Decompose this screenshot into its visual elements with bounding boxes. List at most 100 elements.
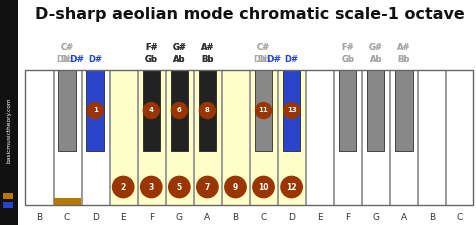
Text: A#: A# bbox=[396, 43, 410, 52]
Bar bbox=[306, 70, 333, 205]
Text: G#: G# bbox=[368, 43, 382, 52]
Bar bbox=[446, 70, 473, 205]
Bar bbox=[142, 70, 159, 151]
Text: 13: 13 bbox=[286, 108, 296, 113]
Bar bbox=[166, 70, 192, 205]
Text: D: D bbox=[288, 213, 295, 222]
Bar bbox=[86, 70, 104, 151]
Text: Ab: Ab bbox=[173, 54, 185, 63]
Text: G#: G# bbox=[368, 43, 382, 52]
Text: Gb: Gb bbox=[340, 54, 353, 63]
Bar bbox=[170, 70, 188, 151]
Text: Bb: Bb bbox=[201, 54, 213, 63]
Text: A: A bbox=[204, 213, 210, 222]
Bar bbox=[3, 193, 13, 199]
Circle shape bbox=[199, 103, 215, 119]
Bar bbox=[367, 70, 384, 151]
Text: 8: 8 bbox=[205, 108, 209, 113]
Bar bbox=[193, 70, 220, 205]
Text: D#: D# bbox=[284, 54, 298, 63]
Bar bbox=[221, 70, 248, 205]
Text: E: E bbox=[120, 213, 126, 222]
Text: G#: G# bbox=[172, 43, 186, 52]
Bar bbox=[198, 70, 216, 151]
Text: Db: Db bbox=[56, 54, 69, 63]
Text: Gb: Gb bbox=[340, 54, 353, 63]
Text: D: D bbox=[91, 213, 99, 222]
Circle shape bbox=[171, 103, 187, 119]
Text: 11: 11 bbox=[258, 108, 268, 113]
Bar bbox=[3, 202, 13, 208]
Text: C: C bbox=[64, 213, 70, 222]
Circle shape bbox=[283, 103, 299, 119]
Text: Db: Db bbox=[257, 54, 269, 63]
Bar bbox=[25, 70, 52, 205]
Text: B: B bbox=[36, 213, 42, 222]
Bar bbox=[81, 70, 109, 205]
Circle shape bbox=[280, 176, 302, 198]
Text: B: B bbox=[428, 213, 434, 222]
Bar bbox=[394, 70, 412, 151]
Text: 9: 9 bbox=[232, 182, 238, 191]
Text: Ab: Ab bbox=[173, 54, 185, 63]
Circle shape bbox=[112, 176, 134, 198]
Bar bbox=[254, 70, 272, 151]
Text: 2: 2 bbox=[120, 182, 126, 191]
Circle shape bbox=[224, 176, 246, 198]
Text: Bb: Bb bbox=[397, 54, 409, 63]
Text: D-sharp aeolian mode chromatic scale-1 octave: D-sharp aeolian mode chromatic scale-1 o… bbox=[35, 7, 464, 22]
Text: 12: 12 bbox=[286, 182, 296, 191]
Text: basicmusictheory.com: basicmusictheory.com bbox=[7, 97, 11, 163]
Bar bbox=[282, 70, 300, 151]
Text: Bb: Bb bbox=[201, 54, 213, 63]
Text: 7: 7 bbox=[204, 182, 209, 191]
Bar bbox=[25, 70, 473, 205]
Bar bbox=[338, 70, 356, 151]
Bar bbox=[58, 70, 76, 151]
Text: Ab: Ab bbox=[369, 54, 381, 63]
Bar bbox=[53, 198, 80, 205]
Text: Gb: Gb bbox=[145, 54, 158, 63]
Bar bbox=[0, 0, 18, 225]
Text: D#: D# bbox=[69, 54, 84, 63]
Text: 4: 4 bbox=[149, 108, 153, 113]
Text: C#: C# bbox=[257, 43, 269, 52]
Text: F#: F# bbox=[145, 43, 157, 52]
Circle shape bbox=[255, 103, 271, 119]
Circle shape bbox=[252, 176, 274, 198]
Text: Db: Db bbox=[252, 54, 265, 63]
Text: 5: 5 bbox=[177, 182, 181, 191]
Bar bbox=[53, 70, 80, 205]
Bar bbox=[334, 70, 360, 205]
Text: A#: A# bbox=[200, 43, 214, 52]
Text: D#: D# bbox=[88, 54, 102, 63]
Text: 10: 10 bbox=[258, 182, 268, 191]
Text: F#: F# bbox=[341, 43, 353, 52]
Text: F#: F# bbox=[341, 43, 353, 52]
Text: 6: 6 bbox=[177, 108, 181, 113]
Bar bbox=[361, 70, 388, 205]
Text: F: F bbox=[345, 213, 349, 222]
Text: C: C bbox=[456, 213, 462, 222]
Text: Db: Db bbox=[60, 54, 73, 63]
Circle shape bbox=[169, 176, 189, 198]
Bar bbox=[249, 70, 277, 205]
Circle shape bbox=[140, 176, 162, 198]
Text: Ab: Ab bbox=[369, 54, 381, 63]
Text: E: E bbox=[316, 213, 322, 222]
Text: F: F bbox=[149, 213, 154, 222]
Text: C#: C# bbox=[60, 43, 73, 52]
Bar bbox=[278, 70, 305, 205]
Bar bbox=[138, 70, 165, 205]
Text: A#: A# bbox=[396, 43, 410, 52]
Text: C#: C# bbox=[60, 43, 73, 52]
Text: A: A bbox=[400, 213, 406, 222]
Text: Gb: Gb bbox=[145, 54, 158, 63]
Circle shape bbox=[143, 103, 159, 119]
Circle shape bbox=[196, 176, 218, 198]
Text: 3: 3 bbox=[149, 182, 154, 191]
Text: G: G bbox=[371, 213, 378, 222]
Text: B: B bbox=[232, 213, 238, 222]
Text: Bb: Bb bbox=[397, 54, 409, 63]
Circle shape bbox=[87, 103, 103, 119]
